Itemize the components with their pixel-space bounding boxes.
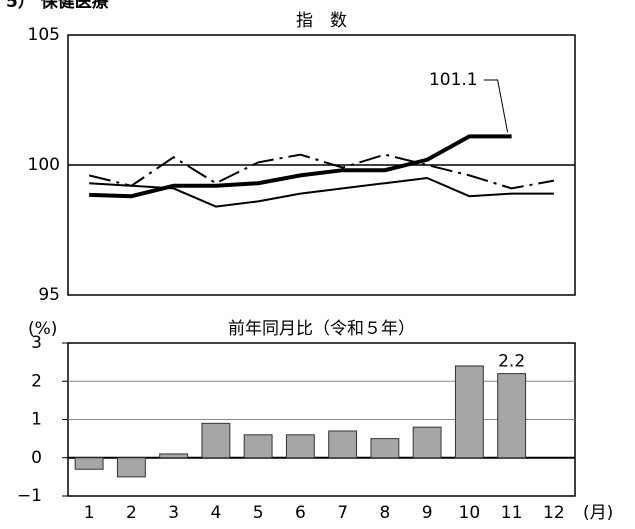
- bar: [454, 365, 484, 459]
- bar: [243, 434, 273, 459]
- y-tick-label: 105: [28, 25, 60, 45]
- x-tick-label: 4: [210, 503, 221, 523]
- y-tick-label: −1: [17, 486, 42, 506]
- x-tick-label: 10: [459, 503, 481, 523]
- annotation: 101.1: [429, 70, 478, 90]
- x-unit: (月): [583, 503, 613, 523]
- y-tick-label: 3: [31, 333, 42, 353]
- bar: [370, 438, 400, 459]
- leader-line: [483, 79, 509, 133]
- y-unit: (%): [28, 319, 57, 339]
- bar: [412, 426, 442, 459]
- bar: [74, 457, 104, 470]
- x-tick-label: 1: [84, 503, 95, 523]
- x-tick-label: 2: [126, 503, 137, 523]
- x-tick-label: 11: [501, 503, 523, 523]
- bar: [497, 373, 527, 459]
- x-tick-label: 5: [253, 503, 264, 523]
- bar: [328, 430, 358, 459]
- y-tick-label: 95: [38, 285, 60, 305]
- x-tick-label: 7: [337, 503, 348, 523]
- y-tick-label: 1: [31, 410, 42, 430]
- bar: [201, 422, 231, 459]
- x-tick-label: 6: [295, 503, 306, 523]
- heading: 5） 保健医療: [6, 0, 110, 12]
- x-tick-label: 12: [543, 503, 565, 523]
- x-tick-label: 8: [379, 503, 390, 523]
- line-series: [88, 153, 555, 190]
- line-series: [89, 134, 512, 199]
- y-tick-label: 100: [28, 155, 60, 175]
- chart-title: 前年同月比（令和５年）: [228, 319, 415, 339]
- y-tick-label: 2: [31, 371, 42, 391]
- bar: [159, 453, 189, 459]
- value-label: 2.2: [498, 352, 525, 372]
- x-tick-label: 9: [422, 503, 433, 523]
- line-series: [89, 176, 554, 208]
- bar: [116, 457, 146, 478]
- y-tick-label: 0: [31, 448, 42, 468]
- chart-title: 指 数: [296, 11, 347, 31]
- x-tick-label: 3: [168, 503, 179, 523]
- bar: [285, 434, 315, 459]
